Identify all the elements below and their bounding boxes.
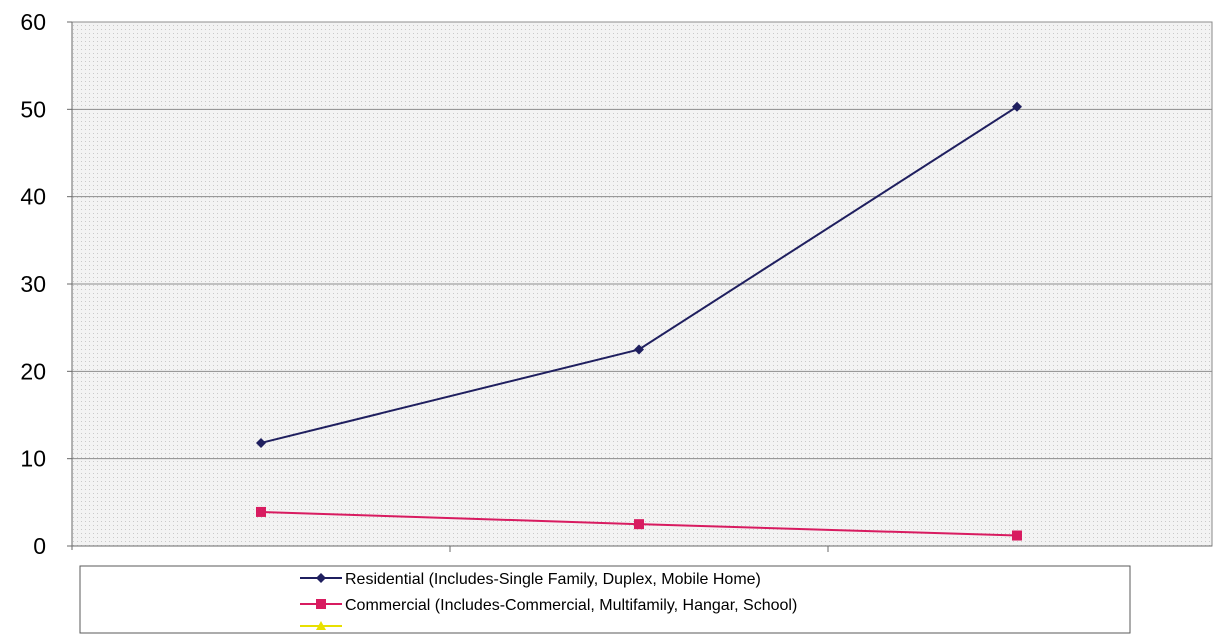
y-tick-label: 60 — [20, 9, 46, 35]
y-tick-label: 10 — [20, 446, 46, 472]
data-point — [256, 506, 266, 517]
y-tick-label: 0 — [33, 533, 46, 559]
legend — [79, 565, 1131, 634]
legend-entries: Residential (Includes-Single Family, Dup… — [300, 571, 797, 630]
gridlines — [72, 21, 1212, 460]
legend-marker — [316, 599, 326, 609]
data-point — [256, 437, 266, 448]
data-point — [1012, 530, 1022, 541]
data-point — [634, 519, 644, 530]
series-1 — [256, 101, 1022, 448]
data-point — [634, 344, 644, 355]
y-axis-tick-labels: 0 10 20 30 40 50 60 — [20, 9, 72, 559]
y-tick-label: 40 — [20, 184, 46, 210]
legend-item — [300, 621, 342, 630]
axes — [68, 22, 1212, 550]
series-layer — [256, 101, 1022, 541]
legend-item: Commercial (Includes-Commercial, Multifa… — [300, 597, 797, 614]
legend-marker — [316, 621, 326, 630]
y-tick-label: 30 — [20, 271, 46, 297]
x-axis-tick-marks — [449, 546, 829, 552]
legend-item: Residential (Includes-Single Family, Dup… — [300, 571, 761, 588]
legend-marker — [316, 573, 326, 583]
legend-label: Commercial (Includes-Commercial, Multifa… — [345, 597, 797, 614]
data-point — [1012, 101, 1022, 112]
y-tick-label: 20 — [20, 358, 46, 384]
y-tick-label: 50 — [20, 96, 46, 122]
series-2 — [256, 506, 1022, 541]
legend-label: Residential (Includes-Single Family, Dup… — [345, 571, 761, 588]
